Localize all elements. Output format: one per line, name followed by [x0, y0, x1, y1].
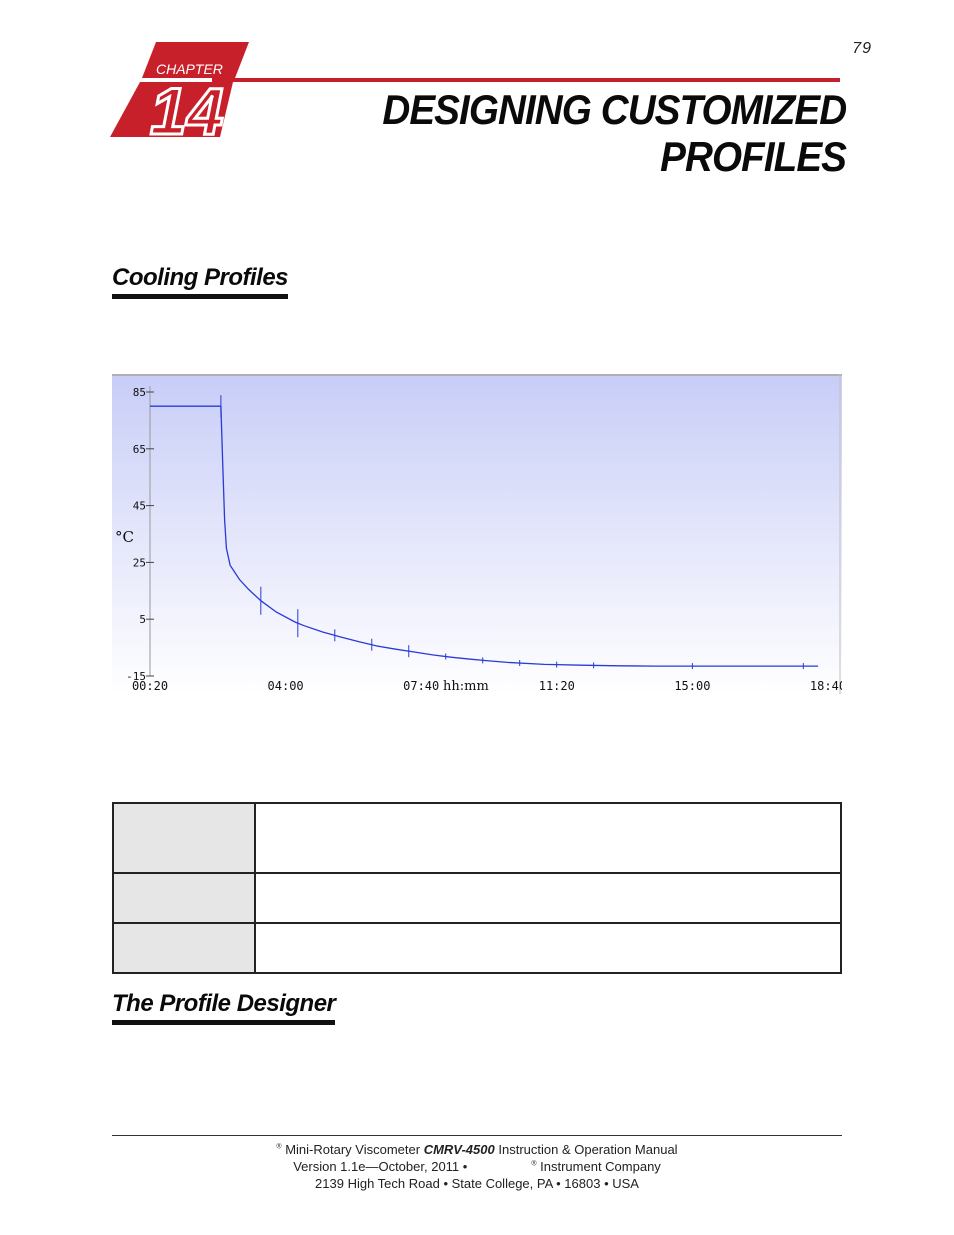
profile-designer-heading: The Profile Designer — [112, 990, 336, 1025]
y-tick-label: 25 — [133, 556, 146, 569]
x-tick-label: 00:20 — [132, 679, 168, 693]
footer-manual-line: ® Mini-Rotary Viscometer CMRV-4500 Instr… — [0, 1142, 954, 1157]
table-row — [112, 802, 842, 874]
x-tick-label: 04:00 — [268, 679, 304, 693]
x-tick-label: 07:40 — [403, 679, 439, 693]
page-number: 79 — [852, 40, 872, 57]
table-desc-cell — [254, 922, 842, 974]
chapter-number: 14 — [150, 74, 223, 138]
y-tick-label: 5 — [139, 613, 146, 626]
y-axis-ticks: 85 65 45 25 5 -15 — [126, 386, 154, 683]
chapter-badge-top — [142, 42, 249, 78]
chapter-title-line2: PROFILES — [660, 133, 847, 180]
table-label-cell — [112, 802, 256, 874]
x-tick-label: 11:20 — [539, 679, 575, 693]
footer-address: 2139 High Tech Road • State College, PA … — [315, 1176, 639, 1191]
chart-background — [112, 374, 842, 694]
y-tick-label: 65 — [133, 443, 146, 456]
table-label-cell — [112, 922, 256, 974]
footer-manual: Instruction & Operation Manual — [498, 1142, 678, 1157]
table-desc-cell — [254, 802, 842, 874]
footer-version: Version 1.1e—October, 2011 • — [293, 1159, 468, 1174]
table-desc-cell — [254, 872, 842, 924]
info-table — [112, 802, 842, 974]
registered-mark: ® — [276, 1143, 282, 1151]
footer-rule — [112, 1135, 842, 1136]
registered-mark: ® — [531, 1160, 537, 1168]
chapter-badge-bottom — [110, 82, 233, 137]
chapter-title-line1: DESIGNING CUSTOMIZED — [382, 86, 847, 133]
y-tick-label: -15 — [126, 670, 146, 683]
footer-version-line: Version 1.1e—October, 2011 • ® Instrument… — [0, 1159, 954, 1174]
footer-company: Instrument Company — [540, 1159, 661, 1174]
table-row — [112, 922, 842, 974]
table-row — [112, 872, 842, 924]
x-axis-ticks: 00:20 04:00 07:40 11:20 15:00 18:40 — [132, 679, 842, 693]
chapter-badge: CHAPTER 14 — [110, 42, 249, 138]
x-axis-label: hh:mm — [443, 679, 489, 694]
y-axis-label: °C — [115, 528, 134, 546]
x-tick-label: 18:40 — [810, 679, 842, 693]
chapter-label: CHAPTER — [156, 61, 223, 77]
segment-markers — [220, 395, 804, 670]
footer-model: CMRV-4500 — [423, 1142, 495, 1157]
y-tick-label: 45 — [133, 500, 146, 513]
x-tick-label: 15:00 — [674, 679, 710, 693]
table-label-cell — [112, 872, 256, 924]
cooling-profile-chart: 85 65 45 25 5 -15 00:20 04:00 07:40 11:20 15:00 18… — [112, 374, 842, 694]
header-rule — [212, 78, 840, 82]
series-line — [150, 405, 819, 667]
footer-product: Mini-Rotary Viscometer — [285, 1142, 421, 1157]
y-tick-label: 85 — [133, 386, 146, 399]
cooling-profiles-heading: Cooling Profiles — [112, 264, 289, 299]
